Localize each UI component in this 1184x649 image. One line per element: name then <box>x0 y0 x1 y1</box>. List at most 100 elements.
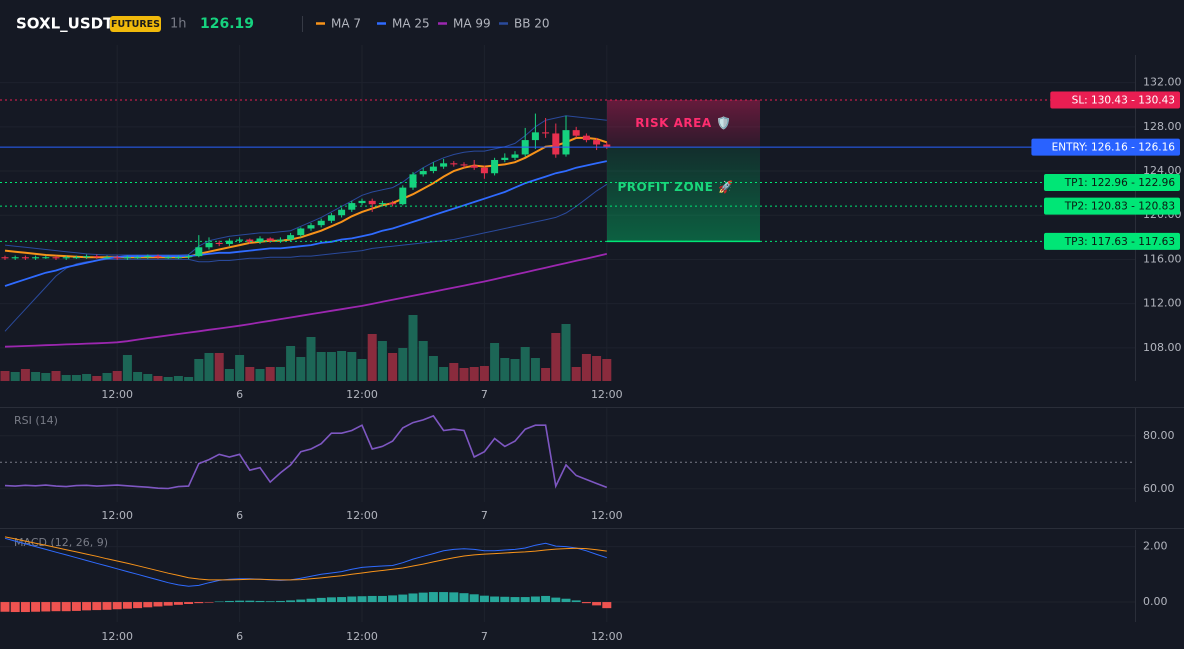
x-tick-label: 6 <box>236 509 243 522</box>
volume-bar <box>184 377 194 381</box>
candle-body <box>511 154 519 158</box>
y-tick-label: 2.00 <box>1143 540 1168 553</box>
histogram-bar <box>153 602 163 607</box>
last-price: 126.19 <box>200 16 254 32</box>
level-tag-label: ENTRY: 126.16 - 126.16 <box>1052 142 1176 154</box>
volume-bar <box>112 371 122 381</box>
histogram-bar <box>602 602 612 609</box>
histogram-bar <box>41 602 51 612</box>
x-tick-label: 12:00 <box>591 509 623 522</box>
histogram-bar <box>204 602 214 603</box>
histogram-bar <box>20 602 30 613</box>
histogram-bar <box>561 598 571 603</box>
candle-body <box>491 159 499 174</box>
x-tick-label: 12:00 <box>346 388 378 401</box>
level-tag <box>1044 174 1180 192</box>
histogram-bar <box>439 592 449 603</box>
volume-bar <box>479 366 489 381</box>
candle-body <box>419 171 427 175</box>
volume-bar <box>408 315 418 381</box>
y-tick-label: 0.00 <box>1143 595 1168 608</box>
candle-body <box>205 242 213 248</box>
y-tick-label: 80.00 <box>1143 429 1175 442</box>
level-tag-label: TP1: 122.96 - 122.96 <box>1064 177 1176 189</box>
histogram-bar <box>551 597 561 603</box>
histogram-bar <box>469 594 479 603</box>
x-tick-label: 7 <box>481 630 488 643</box>
x-tick-label: 7 <box>481 388 488 401</box>
candle-body <box>603 144 611 147</box>
candle-body <box>297 228 305 236</box>
histogram-bar <box>245 600 255 603</box>
candle-body <box>358 200 366 204</box>
x-tick-label: 6 <box>236 630 243 643</box>
histogram-bar <box>347 596 357 603</box>
candle-body <box>236 239 244 241</box>
histogram-bar <box>296 599 306 603</box>
candle-body <box>21 257 29 259</box>
candle-body <box>542 132 550 134</box>
volume-bar <box>398 348 408 381</box>
candle-body <box>154 256 162 258</box>
histogram-bar <box>479 595 489 603</box>
candle-body <box>399 187 407 205</box>
level-tag <box>1031 138 1180 156</box>
volume-bar <box>581 354 591 381</box>
histogram-bar <box>459 593 469 603</box>
histogram-bar <box>581 602 591 604</box>
candle-body <box>582 135 590 141</box>
histogram-bar <box>184 602 194 604</box>
rsi-line <box>4 414 608 490</box>
histogram-bar <box>500 596 510 603</box>
histogram-bar <box>490 596 500 603</box>
candle-body <box>460 164 468 166</box>
volume-bar <box>163 377 173 381</box>
histogram-bar <box>61 602 71 612</box>
histogram-bar <box>592 602 602 606</box>
candle-body <box>266 238 274 241</box>
y-tick-label: 116.00 <box>1143 252 1182 265</box>
interval: 1h <box>170 17 187 32</box>
y-tick-label: 128.00 <box>1143 120 1182 133</box>
candle-body <box>134 257 142 259</box>
volume-bar <box>224 369 234 381</box>
histogram-bar <box>0 602 10 612</box>
histogram-bar <box>388 595 398 603</box>
candle-body <box>409 174 417 188</box>
volume-bar <box>194 359 204 381</box>
histogram-bar <box>357 596 367 603</box>
volume-bar <box>0 371 10 381</box>
x-tick-label: 12:00 <box>101 388 133 401</box>
volume-bar <box>510 359 520 381</box>
legend-label: BB 20 <box>514 17 550 31</box>
x-tick-label: 12:00 <box>591 630 623 643</box>
histogram-bar <box>112 602 122 610</box>
pane-title: RSI (14) <box>14 414 58 427</box>
candle-body <box>552 133 560 155</box>
candle-body <box>62 257 70 259</box>
histogram-bar <box>51 602 61 612</box>
histogram-bar <box>510 597 520 603</box>
histogram-bar <box>326 597 336 603</box>
histogram-bar <box>122 602 132 609</box>
level-tag-label: TP3: 117.63 - 117.63 <box>1064 236 1175 248</box>
histogram-bar <box>82 602 92 611</box>
histogram-bar <box>10 602 20 613</box>
x-tick-label: 7 <box>481 509 488 522</box>
x-tick-label: 12:00 <box>346 509 378 522</box>
y-tick-label: 60.00 <box>1143 482 1175 495</box>
bb-upper <box>4 115 607 256</box>
candle-body <box>480 167 488 174</box>
macd-line <box>4 536 607 581</box>
candle-body <box>195 247 203 257</box>
volume-bar <box>296 357 306 381</box>
x-tick-label: 12:00 <box>101 509 133 522</box>
volume-bar <box>143 374 153 381</box>
volume-bar <box>439 367 449 381</box>
candle-body <box>11 257 19 259</box>
x-tick-label: 12:00 <box>591 388 623 401</box>
volume-bar <box>347 352 357 381</box>
volume-bar <box>71 375 81 381</box>
